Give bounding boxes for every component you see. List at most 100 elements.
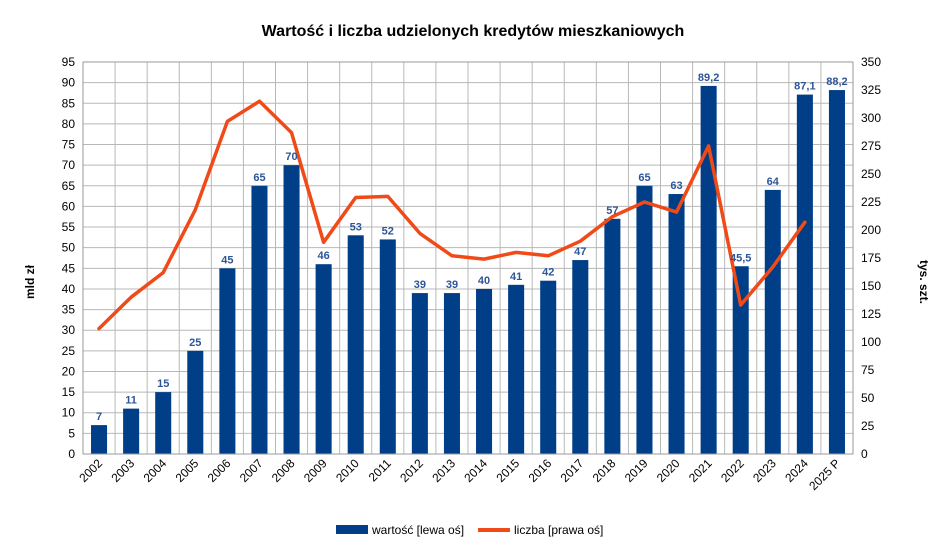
bar-data-label: 25 — [189, 337, 201, 349]
bar-series — [91, 85, 845, 455]
y-tick-label: 55 — [62, 220, 76, 234]
bar — [155, 392, 172, 454]
bar-data-label: 70 — [285, 151, 297, 163]
y-tick-label: 20 — [62, 364, 76, 378]
bar — [91, 425, 108, 454]
y-tick-label: 85 — [62, 96, 76, 110]
bar-data-label: 45,5 — [730, 252, 751, 264]
x-tick-label: 2006 — [205, 456, 234, 485]
bar-data-label: 40 — [478, 275, 490, 287]
bar-data-label: 11 — [125, 395, 137, 407]
data-labels: 7 11 15 25 45 65 70 46 53 52 39 39 40 41 42 47 57 65 63 89,… — [96, 72, 848, 423]
y2-axis-label: tys. szt. — [917, 260, 931, 304]
y-tick-label: 5 — [68, 426, 75, 440]
y2-tick-label: 0 — [861, 447, 868, 461]
line-series — [97, 99, 807, 331]
x-tick-label: 2021 — [686, 456, 715, 485]
x-tick-label: 2002 — [76, 456, 105, 485]
x-tick-label: 2005 — [173, 456, 202, 485]
bar — [187, 350, 204, 454]
x-tick-label: 2016 — [526, 456, 555, 485]
x-tick-label: 2025 P — [806, 456, 843, 493]
legend-line-label: liczba [prawa oś] — [514, 523, 603, 537]
y-tick-label: 15 — [62, 385, 76, 399]
y-tick-label: 0 — [68, 447, 75, 461]
bar-data-label: 7 — [96, 411, 102, 423]
legend-bar-label: wartość [lewa oś] — [371, 523, 464, 537]
y-tick-label: 40 — [62, 282, 76, 296]
y2-tick-label: 275 — [861, 139, 881, 153]
bar — [540, 280, 557, 454]
bar-data-label: 15 — [157, 378, 169, 390]
x-tick-label: 2015 — [493, 456, 522, 485]
bar-data-label: 52 — [382, 225, 394, 237]
y-tick-label: 10 — [62, 406, 76, 420]
bar-data-label: 63 — [670, 180, 682, 192]
series-line — [97, 99, 807, 331]
y2-tick-label: 350 — [861, 55, 881, 69]
bar — [411, 293, 428, 454]
bar-data-label: 39 — [446, 279, 458, 291]
bar-data-label: 46 — [318, 250, 330, 262]
y2-tick-label: 250 — [861, 167, 881, 181]
x-tick-label: 2019 — [622, 456, 651, 485]
y-tick-label: 35 — [62, 303, 76, 317]
bar — [700, 85, 717, 455]
plot-border — [82, 61, 854, 455]
bar — [508, 284, 525, 454]
bar-data-label: 47 — [574, 246, 586, 258]
bar-data-label: 87,1 — [794, 81, 815, 93]
y-tick-label: 45 — [62, 261, 76, 275]
x-tick-label: 2020 — [654, 456, 683, 485]
y-tick-label: 60 — [62, 199, 76, 213]
y2-tick-label: 300 — [861, 111, 881, 125]
y-tick-label: 70 — [62, 158, 76, 172]
bar — [283, 165, 300, 454]
y-tick-label: 50 — [62, 241, 76, 255]
y2-tick-label: 225 — [861, 195, 881, 209]
y2-tick-label: 100 — [861, 335, 881, 349]
y-tick-label: 90 — [62, 76, 76, 90]
bar — [732, 266, 749, 454]
x-tick-label: 2010 — [333, 456, 362, 485]
bar — [219, 268, 236, 454]
bar — [796, 94, 813, 454]
x-tick-label: 2004 — [141, 456, 170, 485]
y2-tick-label: 125 — [861, 307, 881, 321]
bar — [572, 260, 589, 454]
y2-tick-label: 75 — [861, 363, 875, 377]
x-tick-label: 2007 — [237, 456, 266, 485]
y2-tick-label: 325 — [861, 83, 881, 97]
bar-data-label: 64 — [767, 176, 780, 188]
chart-title: Wartość i liczba udzielonych kredytów mi… — [262, 23, 685, 40]
bar — [668, 194, 685, 454]
bar — [251, 185, 268, 454]
x-tick-label: 2003 — [108, 456, 137, 485]
bar — [764, 189, 781, 455]
bar — [379, 239, 396, 454]
x-tick-label: 2017 — [558, 456, 587, 485]
x-tick-label: 2018 — [590, 456, 619, 485]
x-tick-label: 2009 — [301, 456, 330, 485]
y-tick-label: 30 — [62, 323, 76, 337]
legend: wartość [lewa oś] liczba [prawa oś] — [336, 523, 603, 537]
y2-tick-label: 25 — [861, 419, 875, 433]
bar-data-label: 89,2 — [698, 72, 719, 84]
x-tick-label: 2013 — [429, 456, 458, 485]
bar-data-label: 57 — [606, 205, 618, 217]
bar — [604, 218, 621, 454]
bar-data-label: 65 — [638, 172, 650, 184]
bar-data-label: 53 — [350, 221, 362, 233]
bar — [123, 408, 140, 454]
bar-data-label: 88,2 — [826, 76, 847, 88]
y-tick-label: 75 — [62, 138, 76, 152]
x-tick-label: 2022 — [718, 456, 747, 485]
bar — [443, 293, 460, 454]
y-tick-label: 80 — [62, 117, 76, 131]
x-tick-label: 2012 — [397, 456, 426, 485]
bar — [828, 90, 845, 454]
bar — [315, 264, 332, 454]
x-tick-label: 2014 — [461, 456, 490, 485]
y-tick-label: 25 — [62, 344, 76, 358]
